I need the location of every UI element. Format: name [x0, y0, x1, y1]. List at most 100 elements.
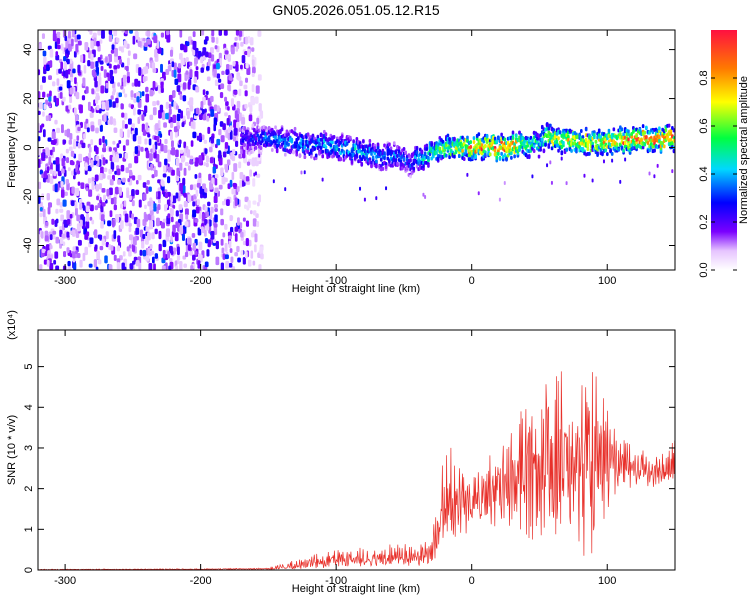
spectrogram-ridge-cell	[622, 148, 625, 153]
snr-y-tick-label: 5	[23, 364, 35, 370]
spectrogram-noise-cell	[131, 244, 136, 253]
spectrogram-noise-cell	[42, 91, 46, 98]
spectrogram-cells	[38, 30, 675, 270]
spectrogram-noise-cell	[48, 75, 52, 81]
spectrogram-ridge-cell	[510, 151, 513, 156]
spectrogram-noise-cell	[66, 210, 71, 220]
spectrogram-noise-cell	[224, 242, 228, 252]
spectrogram-noise-cell	[209, 181, 214, 190]
spectrogram-noise-cell	[180, 110, 183, 119]
spectrogram-noise-cell	[220, 135, 225, 143]
spectrogram-ridge-cell	[349, 135, 352, 140]
spectrogram-noise-cell	[75, 191, 80, 197]
spectrogram-noise-cell	[113, 196, 117, 205]
spectrogram-noise-cell	[168, 103, 172, 109]
spectrogram-noise-cell	[179, 149, 184, 154]
spectrogram-noise-cell	[144, 66, 149, 74]
spectrogram-ridge-cell	[617, 147, 621, 152]
spectrogram-noise-cell	[227, 127, 231, 134]
spectrogram-noise-cell	[84, 246, 88, 256]
spectrogram-noise-cell	[152, 100, 157, 107]
spectrogram-ridge-cell	[485, 133, 489, 138]
spectrogram-ridge-cell	[550, 146, 554, 151]
spectrogram-noise-cell	[252, 67, 256, 74]
spectrogram-noise-cell	[90, 139, 94, 146]
spectrogram-noise-cell	[105, 231, 109, 240]
spectrogram-noise-cell	[224, 96, 228, 102]
spectrogram-ridge-cell	[503, 180, 506, 185]
spectrogram-noise-cell	[137, 116, 141, 124]
spectrogram-noise-cell	[95, 127, 99, 134]
spectrogram-noise-cell	[95, 66, 99, 75]
spectrogram-noise-cell	[108, 147, 112, 152]
spectrogram-x-tick-label: -300	[54, 275, 76, 287]
spectrogram-noise-cell	[41, 33, 45, 39]
spectrogram-noise-cell	[218, 184, 223, 190]
spectrogram-noise-cell	[157, 203, 161, 211]
spectrogram-noise-cell	[192, 242, 197, 251]
spectrogram-noise-cell	[187, 165, 191, 171]
spectrogram-noise-cell	[73, 138, 77, 146]
spectrogram-ridge-cell	[611, 158, 614, 163]
spectrogram-ridge-cell	[510, 155, 513, 160]
spectrogram-noise-cell	[94, 80, 98, 88]
spectrogram-noise-cell	[220, 167, 224, 177]
spectrogram-ridge-cell	[409, 158, 412, 163]
spectrogram-noise-cell	[190, 265, 194, 270]
spectrogram-noise-cell	[85, 118, 89, 124]
spectrogram-noise-cell	[206, 65, 210, 71]
spectrogram-noise-cell	[180, 57, 185, 66]
spectrogram-noise-cell	[122, 177, 126, 183]
spectrogram-noise-cell	[176, 255, 181, 261]
spectrogram-noise-cell	[91, 108, 95, 113]
spectrogram-ridge-cell	[321, 154, 325, 159]
spectrogram-noise-cell	[251, 72, 255, 78]
spectrogram-noise-cell	[233, 90, 238, 95]
spectrogram-noise-cell	[245, 36, 248, 45]
spectrogram-noise-cell	[141, 40, 145, 46]
spectrogram-noise-cell	[167, 166, 172, 173]
colorbar-gradient	[711, 30, 737, 270]
spectrogram-noise-cell	[195, 107, 200, 115]
spectrogram-noise-cell	[39, 264, 43, 270]
spectrogram-ridge-cell	[240, 150, 243, 155]
spectrogram-noise-cell	[156, 217, 160, 227]
spectrogram-noise-cell	[224, 50, 229, 55]
spectrogram-noise-cell	[113, 230, 117, 240]
spectrogram-noise-cell	[55, 162, 60, 172]
spectrogram-noise-cell	[103, 69, 107, 78]
spectrogram-noise-cell	[102, 147, 107, 153]
spectrogram-ridge-cell	[493, 136, 497, 141]
spectrogram-noise-cell	[215, 256, 220, 266]
spectrogram-noise-cell	[64, 191, 68, 196]
spectrogram-noise-cell	[71, 186, 75, 194]
spectrogram-noise-cell	[169, 207, 174, 216]
spectrogram-noise-cell	[39, 212, 43, 218]
spectrogram-noise-cell	[87, 165, 92, 172]
spectrogram-noise-cell	[184, 161, 189, 167]
spectrogram-noise-cell	[200, 56, 204, 64]
spectrogram-noise-cell	[174, 130, 178, 138]
spectrogram-noise-cell	[90, 53, 94, 61]
spectrogram-noise-cell	[49, 234, 53, 241]
spectrogram-noise-cell	[252, 260, 256, 266]
spectrogram-noise-cell	[56, 37, 60, 45]
spectrogram-noise-cell	[206, 76, 211, 82]
spectrogram-noise-cell	[161, 185, 165, 191]
spectrogram-ridge-cell	[562, 140, 565, 145]
spectrogram-noise-cell	[178, 139, 182, 145]
spectrogram-noise-cell	[183, 200, 188, 208]
spectrogram-noise-cell	[107, 175, 112, 180]
spectrogram-ridge-cell	[392, 141, 396, 146]
spectrogram-noise-cell	[145, 186, 149, 194]
spectrogram-noise-cell	[149, 114, 154, 121]
spectrogram-noise-cell	[148, 138, 152, 146]
spectrogram-noise-cell	[69, 159, 74, 166]
spectrogram-y-label: Frequency (Hz)	[6, 112, 18, 188]
spectrogram-ridge-cell	[602, 159, 605, 164]
spectrogram-noise-cell	[95, 266, 99, 270]
spectrogram-noise-cell	[245, 220, 250, 227]
spectrogram-ridge-cell	[284, 187, 287, 192]
spectrogram-noise-cell	[148, 186, 152, 192]
spectrogram-noise-cell	[167, 213, 171, 219]
